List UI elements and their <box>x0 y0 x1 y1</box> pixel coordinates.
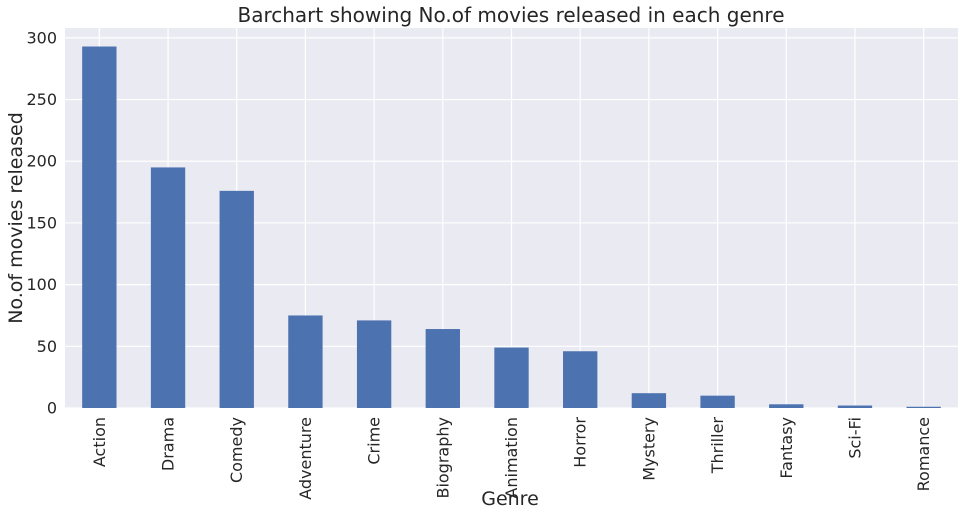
bar-biography <box>425 329 460 408</box>
y-tick-label-4: 200 <box>26 152 57 171</box>
bar-animation <box>494 347 529 408</box>
bar-drama <box>150 167 186 408</box>
chart-title: Barchart showing No.of movies released i… <box>237 3 784 27</box>
y-tick-label-5: 250 <box>26 90 57 109</box>
bars <box>82 46 941 408</box>
bar-horror <box>563 351 598 408</box>
y-tick-label-6: 300 <box>26 28 57 47</box>
bar-romance <box>906 406 941 408</box>
bar-crime <box>356 320 392 408</box>
x-tick-label-horror: Horror <box>571 417 590 468</box>
x-tick-label-romance: Romance <box>914 417 933 491</box>
x-tick-label-drama: Drama <box>159 417 178 471</box>
x-tick-label-mystery: Mystery <box>639 417 658 481</box>
y-tick-label-0: 0 <box>47 399 57 418</box>
bar-action <box>82 46 117 408</box>
x-tick-label-animation: Animation <box>502 417 521 499</box>
bar-sci-fi <box>837 405 873 408</box>
x-axis-ticks: Action Drama Comedy Adventure Crime Biography… <box>90 417 933 500</box>
x-tick-label-thriller: Thriller <box>708 417 727 475</box>
x-tick-label-fantasy: Fantasy <box>777 417 796 479</box>
bar-mystery <box>631 393 667 408</box>
x-tick-label-adventure: Adventure <box>296 417 315 500</box>
x-axis-label: Genre <box>481 488 539 510</box>
y-tick-label-3: 150 <box>26 213 57 232</box>
y-axis-label: No.of movies released <box>5 112 27 324</box>
y-tick-label-1: 50 <box>37 337 57 356</box>
x-tick-label-biography: Biography <box>433 417 452 499</box>
bar-thriller <box>700 395 735 408</box>
x-tick-label-action: Action <box>90 417 109 467</box>
bar-comedy <box>219 190 254 408</box>
bar-adventure <box>288 315 323 408</box>
x-tick-label-comedy: Comedy <box>227 417 246 483</box>
x-tick-label-sci-fi: Sci-Fi <box>845 417 864 459</box>
y-axis-ticks: 0 50 100 150 200 250 300 <box>26 28 57 417</box>
y-tick-label-2: 100 <box>26 275 57 294</box>
x-tick-label-crime: Crime <box>365 417 384 465</box>
bar-fantasy <box>769 404 804 408</box>
